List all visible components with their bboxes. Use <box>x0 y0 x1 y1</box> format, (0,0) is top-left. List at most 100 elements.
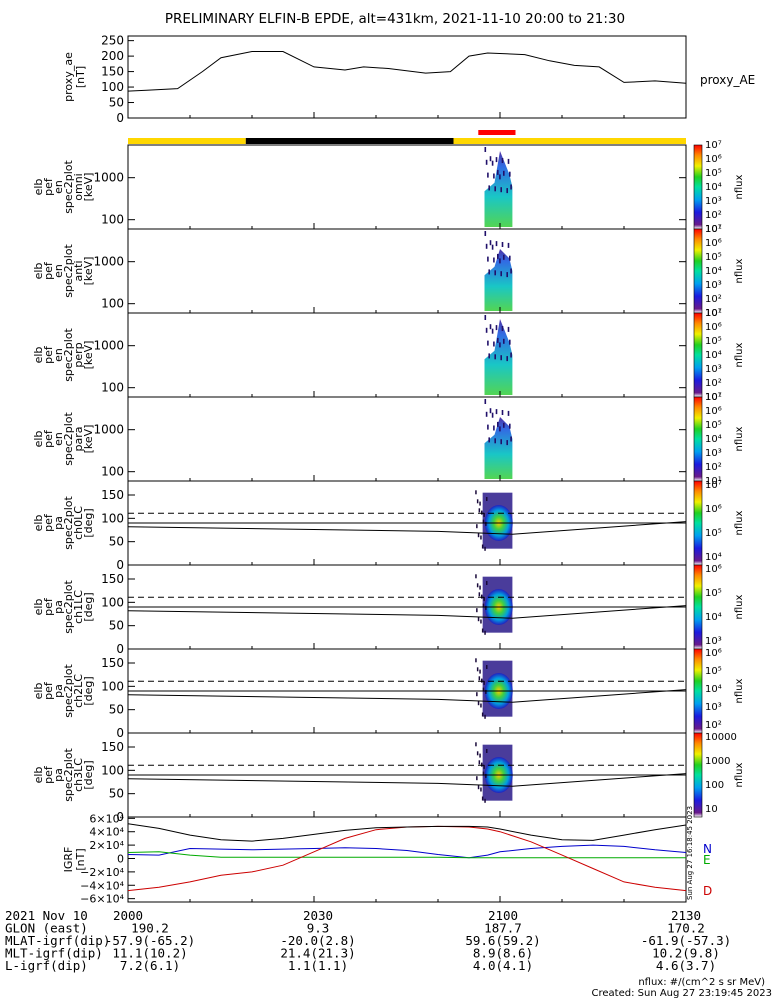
spectrogram-pixel <box>506 440 508 446</box>
colorbar-tick: 10⁷ <box>705 392 722 403</box>
spectrogram-pixel <box>495 157 498 163</box>
ylabel-line: pef <box>42 681 55 700</box>
colorbar-tick: 10¹ <box>705 476 722 487</box>
spectrogram-pixel <box>485 159 488 165</box>
spectrogram-pixel <box>487 340 489 346</box>
ytick-label: 50 <box>109 703 124 717</box>
spectrogram-pixel <box>497 169 499 175</box>
footer-cell: 4.6(3.7) <box>656 958 716 973</box>
ytick-label: 100 <box>101 511 124 525</box>
colorbar-tick: 10¹ <box>705 392 722 403</box>
footer-cell: 187.7 <box>484 921 522 936</box>
pa-pixel <box>476 524 478 529</box>
ylabel-line: para <box>72 427 85 452</box>
units-note: nflux: #/(cm^2 s sr MeV) <box>638 977 765 988</box>
spectrogram-blob <box>484 151 513 227</box>
igrf-line-total <box>127 823 687 842</box>
pa-pixel <box>485 605 487 610</box>
colorbar-label: nflux <box>734 762 745 787</box>
colorbar-label: nflux <box>734 510 745 535</box>
panel-frame <box>127 816 687 903</box>
footer-cell: 11.1(10.2) <box>112 946 187 961</box>
spectrogram-pixel <box>485 243 488 249</box>
panel-frame <box>127 396 687 482</box>
pa-pixel <box>483 596 485 601</box>
day-night-bar <box>128 130 686 144</box>
ylabel-line: spec2plot <box>62 412 75 466</box>
spectrogram-pixel <box>500 271 502 277</box>
panel-frame <box>127 312 687 398</box>
ylabel-line: anti <box>72 260 85 281</box>
spectrogram-pixel <box>484 399 487 404</box>
ytick-label: 0 <box>116 810 124 824</box>
spectrogram-pixel <box>489 408 492 414</box>
colorbar-tick: 10⁴ <box>705 266 722 277</box>
colorbar-tick: 10⁵ <box>705 168 722 179</box>
spectrogram-pixel <box>497 421 499 427</box>
ylabel: elbpefenspec2plotanti[keV] <box>32 244 95 298</box>
spectrogram-pixel <box>506 356 508 362</box>
colorbar-tick: 10² <box>705 294 722 305</box>
side-stamp: Sun Aug 27 16:18:45 2023 <box>686 806 694 900</box>
ytick-label: 0 <box>116 111 124 125</box>
ytick-label: 0 <box>116 642 124 656</box>
ytick-label: −2×10⁴ <box>80 866 124 879</box>
spectrogram-pixel <box>503 254 505 260</box>
colorbar <box>693 648 703 734</box>
spectrogram-pixel <box>484 231 487 236</box>
ytick-label: 100 <box>101 297 124 311</box>
ylabel-line: [keV] <box>82 257 95 286</box>
colorbar-label: nflux <box>734 426 745 451</box>
footer-cell: 59.6(59.2) <box>465 933 540 948</box>
pa-pixel <box>476 751 479 756</box>
pa-pixel <box>476 667 479 672</box>
spectrogram-pixel <box>500 439 502 445</box>
footer-row-label: MLT-igrf(dip) <box>5 946 103 961</box>
colorbar-tick: 10² <box>705 720 722 731</box>
time-label: 2030 <box>303 908 333 923</box>
ytick-label: 150 <box>101 572 124 586</box>
legend-E: E <box>703 853 711 867</box>
colorbar-tick: 10⁶ <box>705 564 722 575</box>
ylabel-line: [deg] <box>82 592 95 621</box>
colorbar-tick: 10¹ <box>705 224 722 235</box>
spectrogram-pixel <box>501 158 504 163</box>
spectrogram-pixel <box>494 438 496 444</box>
colorbar-tick: 10⁶ <box>705 406 722 417</box>
colorbar-tick: 10⁷ <box>705 224 722 235</box>
spectrogram-pixel <box>501 326 504 331</box>
spectrogram-pixel <box>509 171 511 177</box>
ylabel: IGRF[nT] <box>62 847 87 873</box>
spectrogram-pixel <box>509 255 511 261</box>
footer-row-label: L-igrf(dip) <box>5 958 88 973</box>
ytick-label: 150 <box>101 656 124 670</box>
colorbar-tick: 10³ <box>705 448 722 459</box>
ylabel-line: ch3LC <box>72 758 85 792</box>
time-ticks <box>127 112 687 902</box>
ylabel-line: pa <box>52 600 65 614</box>
pa-pixel <box>478 508 481 513</box>
ylabel-line: pef <box>42 261 55 280</box>
pa-pixel <box>480 619 482 624</box>
footer-cell: 7.2(6.1) <box>120 958 180 973</box>
created-note: Created: Sun Aug 27 23:19:45 2023 <box>592 988 772 999</box>
ylabel-line: en <box>52 264 65 278</box>
ylabel-line: spec2plot <box>62 328 75 382</box>
ylabel-line: proxy_ae <box>62 52 75 102</box>
day-segment <box>453 138 686 144</box>
igrf-line-D <box>127 825 687 892</box>
spectrogram-pixel <box>506 188 508 194</box>
colorbar-tick: 10⁵ <box>705 336 722 347</box>
spectrogram-pixel <box>503 422 505 428</box>
panel-frame <box>127 228 687 314</box>
colorbar-tick: 10000 <box>705 732 737 743</box>
ylabel-line: pef <box>42 513 55 532</box>
footer-cell: 1.1(1.1) <box>288 958 348 973</box>
footer-cell: 190.2 <box>131 921 169 936</box>
ytick-label: 150 <box>101 488 124 502</box>
spectrogram-pixel <box>493 425 495 431</box>
spectrogram-blob <box>484 319 513 395</box>
spectrogram-pixel <box>491 244 494 250</box>
spectrogram-pixel <box>493 257 495 263</box>
ylabel-line: pef <box>42 177 55 196</box>
